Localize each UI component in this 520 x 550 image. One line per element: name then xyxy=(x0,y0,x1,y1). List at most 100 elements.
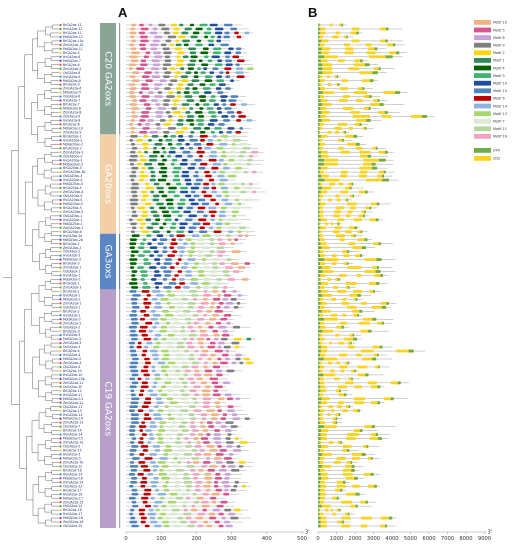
cds-box xyxy=(359,170,368,174)
motif-box xyxy=(163,353,170,357)
motif-box xyxy=(186,496,191,500)
motif-box xyxy=(216,278,222,281)
cds-box xyxy=(367,457,373,460)
motif-box xyxy=(176,91,181,94)
motif-box xyxy=(145,397,152,401)
motif-box xyxy=(224,476,230,480)
motif-box xyxy=(211,166,219,170)
motif-box xyxy=(176,142,182,146)
motif-box xyxy=(193,182,201,186)
motif-box xyxy=(169,369,174,373)
motif-box xyxy=(224,508,232,512)
utr-box xyxy=(364,63,370,67)
motif-box xyxy=(155,341,161,345)
motif-box xyxy=(177,258,182,261)
cds-box xyxy=(362,126,366,130)
motif-box xyxy=(218,123,225,126)
motif-box xyxy=(227,465,236,468)
motif-box xyxy=(202,397,211,401)
gene-label: HvGA2ox-17 xyxy=(63,512,82,516)
gene-marker xyxy=(59,465,62,468)
motif-box xyxy=(164,516,172,520)
cds-box xyxy=(345,186,352,190)
cds-box xyxy=(334,75,338,79)
gene-label: HvGA2ox-16 xyxy=(63,492,82,496)
utr-box xyxy=(318,317,324,321)
legend-label: Motif 8 xyxy=(493,36,505,40)
utr-box xyxy=(379,345,383,349)
cds-box xyxy=(361,301,367,305)
cds-box xyxy=(318,254,325,258)
motif-box xyxy=(164,405,169,409)
utr-box xyxy=(318,429,322,432)
motif-box xyxy=(186,238,192,242)
motif-box xyxy=(195,103,200,106)
motif-box xyxy=(231,142,236,146)
motif-box xyxy=(213,103,219,106)
motif-box xyxy=(200,51,209,55)
motif-box xyxy=(178,313,187,317)
gene-marker xyxy=(59,485,62,488)
motif-box xyxy=(152,298,158,301)
legend-swatch xyxy=(474,80,491,86)
cds-box xyxy=(327,413,331,417)
motif-box xyxy=(175,262,180,265)
motif-box xyxy=(192,492,197,496)
motif-box xyxy=(189,107,194,110)
cds-box xyxy=(318,99,328,102)
motif-box xyxy=(139,453,145,456)
motif-box xyxy=(184,401,190,405)
utr-box xyxy=(318,278,320,281)
utr-box xyxy=(378,67,381,71)
motif-box xyxy=(152,445,160,448)
motif-box xyxy=(131,146,138,150)
motif-box xyxy=(181,294,186,297)
cds-box xyxy=(365,43,372,47)
motif-box xyxy=(207,139,214,142)
gene-label: BrGA2ox-17 xyxy=(63,488,82,492)
motif-box xyxy=(149,266,157,269)
gene-marker xyxy=(59,322,62,325)
cds-box xyxy=(318,107,327,110)
motif-box xyxy=(154,306,163,309)
gene-marker xyxy=(59,481,62,484)
gene-marker xyxy=(59,151,62,154)
motif-box xyxy=(203,194,212,198)
motif-box xyxy=(129,333,138,337)
motif-box xyxy=(175,131,184,134)
utr-box xyxy=(318,496,321,500)
cds-box xyxy=(334,226,342,230)
cds-box xyxy=(331,297,336,301)
utr-box xyxy=(373,290,375,293)
cds-box xyxy=(373,99,380,102)
motif-box xyxy=(185,218,193,222)
cds-box xyxy=(318,425,337,429)
motif-box xyxy=(140,520,146,524)
motif-box xyxy=(140,27,149,31)
motif-box xyxy=(214,476,222,480)
cds-box xyxy=(318,472,328,476)
utr-box xyxy=(318,111,322,114)
motif-box xyxy=(156,186,164,190)
motif-box xyxy=(130,202,138,206)
gene-marker xyxy=(59,381,62,384)
utr-box xyxy=(318,162,324,166)
motif-box xyxy=(218,214,226,218)
motif-box xyxy=(214,520,220,524)
motif-box xyxy=(203,484,211,488)
gene-label: MdGA2ox-8 xyxy=(63,79,81,83)
gene-label: ZmGA2ox-11 xyxy=(63,381,83,385)
cds-box xyxy=(318,405,322,409)
gene-marker xyxy=(59,218,62,221)
motif-box xyxy=(176,417,185,420)
gene-marker xyxy=(59,445,62,448)
motif-box xyxy=(187,306,194,309)
motif-box xyxy=(153,146,157,150)
cds-box xyxy=(318,393,323,397)
motif-box xyxy=(165,111,171,114)
motif-box xyxy=(182,107,186,110)
motif-box xyxy=(222,190,229,194)
motif-box xyxy=(129,258,138,261)
motif-box xyxy=(227,433,232,436)
motif-box xyxy=(131,286,139,289)
